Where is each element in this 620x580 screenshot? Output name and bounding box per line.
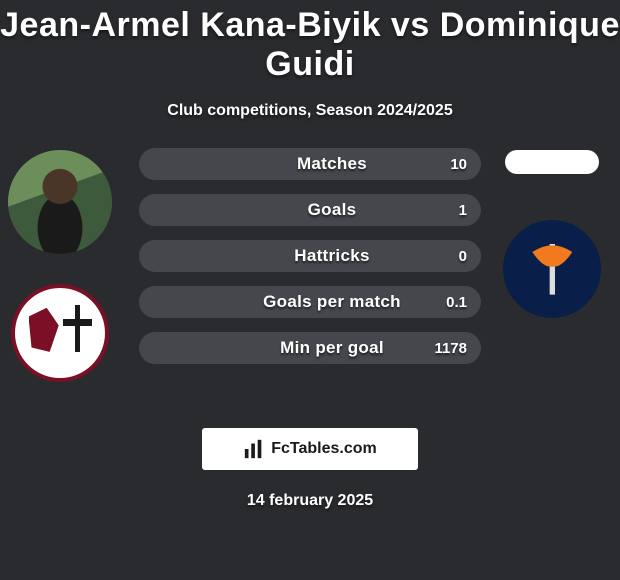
stats-bar-list: Matches 10 Goals 1 Hattricks 0 Goals per… <box>139 148 481 378</box>
stat-row-matches: Matches 10 <box>139 148 481 180</box>
page-title: Jean-Armel Kana-Biyik vs Dominique Guidi <box>0 0 620 84</box>
page-subtitle: Club competitions, Season 2024/2025 <box>0 102 620 120</box>
player-right-column <box>492 148 612 318</box>
bar-chart-icon <box>243 438 265 460</box>
metz-badge-art <box>29 302 92 365</box>
axe-icon <box>519 236 586 303</box>
stat-row-goals: Goals 1 <box>139 194 481 226</box>
stat-label: Hattricks <box>139 246 481 266</box>
stat-label: Matches <box>139 154 481 174</box>
footer-date: 14 february 2025 <box>0 492 620 510</box>
player-left-column <box>0 148 120 382</box>
stat-value: 1 <box>459 202 467 219</box>
player-left-avatar <box>8 150 112 254</box>
metz-dragon-icon <box>29 308 59 352</box>
avatar-placeholder-art <box>8 150 112 254</box>
stat-value: 0.1 <box>446 294 467 311</box>
player-left-club-badge <box>11 284 109 382</box>
metz-cross-icon <box>63 305 91 352</box>
player-right-avatar-placeholder <box>505 150 599 174</box>
stat-label: Min per goal <box>139 338 481 358</box>
brand-text: FcTables.com <box>271 440 377 458</box>
stat-row-min-per-goal: Min per goal 1178 <box>139 332 481 364</box>
brand-badge: FcTables.com <box>202 428 418 470</box>
stat-label: Goals per match <box>139 292 481 312</box>
stat-value: 10 <box>450 156 467 173</box>
stat-label: Goals <box>139 200 481 220</box>
stat-row-goals-per-match: Goals per match 0.1 <box>139 286 481 318</box>
stat-row-hattricks: Hattricks 0 <box>139 240 481 272</box>
tappara-badge-art <box>519 236 586 303</box>
stat-value: 0 <box>459 248 467 265</box>
stat-value: 1178 <box>434 340 467 357</box>
player-right-club-badge <box>503 220 601 318</box>
comparison-panel: Matches 10 Goals 1 Hattricks 0 Goals per… <box>0 148 620 408</box>
